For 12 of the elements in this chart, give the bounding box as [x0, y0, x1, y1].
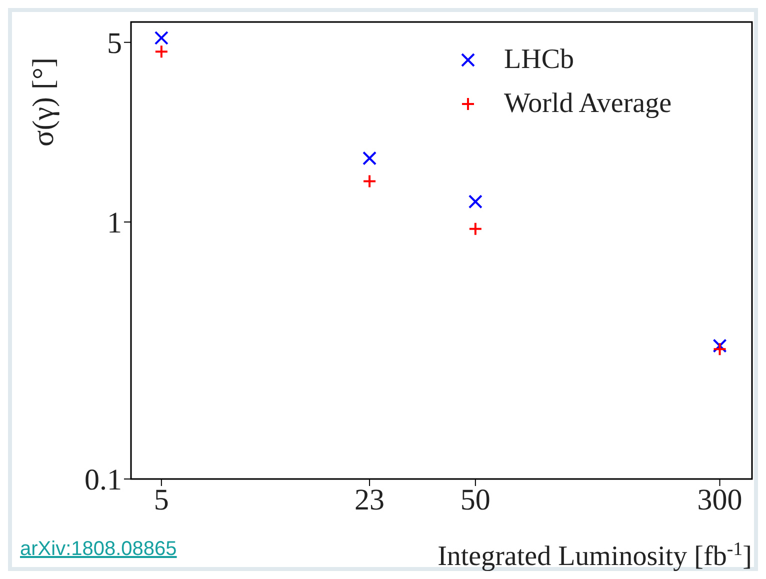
- x-tick-label: 5: [154, 483, 169, 516]
- x-tick-label: 23: [354, 483, 385, 516]
- legend-label: World Average: [504, 88, 672, 120]
- y-tick-label: 1: [107, 206, 122, 240]
- y-axis-title: σ(γ) [°]: [26, 58, 60, 146]
- legend-label: LHCb: [504, 44, 574, 76]
- x-axis-title: Integrated Luminosity [fb$^{-1}$]: [438, 538, 752, 572]
- x-tick-label: 300: [697, 483, 742, 516]
- y-tick-label: 0.1: [84, 464, 122, 497]
- y-tick-label: 5: [107, 27, 122, 60]
- x-tick-label: 50: [460, 483, 490, 516]
- text: arXiv:1808.08865: [20, 538, 177, 561]
